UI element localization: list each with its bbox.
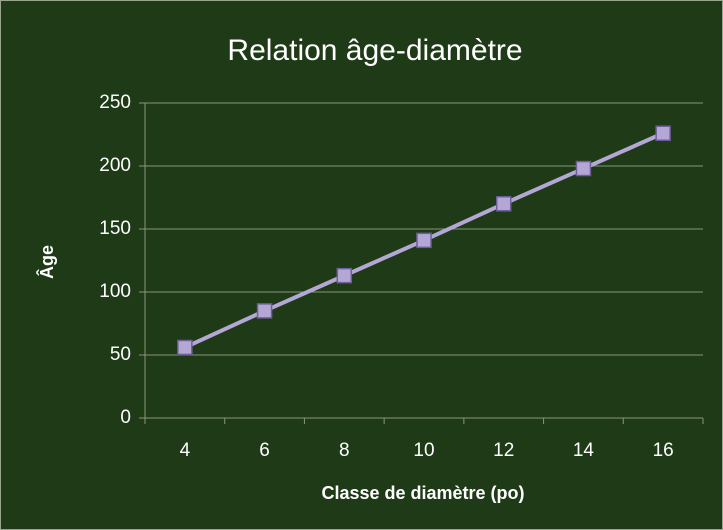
marker	[256, 303, 273, 319]
x-axis-label: Classe de diamètre (po)	[321, 483, 524, 503]
y-tick-label: 0	[120, 407, 131, 428]
marker	[336, 267, 353, 284]
x-tick-label: 14	[573, 440, 595, 461]
marker	[416, 232, 432, 249]
marker	[177, 339, 193, 356]
x-tick-label: 4	[180, 440, 191, 461]
x-tick-label: 12	[493, 440, 514, 461]
y-axis-label: Âge	[36, 245, 57, 279]
y-tick-label: 150	[99, 218, 131, 239]
y-tick-label: 50	[110, 344, 131, 365]
marker	[495, 196, 512, 212]
marker	[575, 160, 592, 177]
y-tick-label: 250	[99, 92, 131, 113]
marker	[655, 125, 671, 141]
x-tick-label: 16	[653, 440, 674, 461]
chart-title: Relation âge-diamètre	[227, 34, 522, 67]
y-tick-label: 200	[99, 155, 131, 176]
x-tick-label: 8	[339, 440, 350, 461]
x-tick-label: 10	[413, 440, 434, 461]
y-tick-label: 100	[99, 281, 131, 302]
x-tick-label: 6	[259, 440, 270, 461]
